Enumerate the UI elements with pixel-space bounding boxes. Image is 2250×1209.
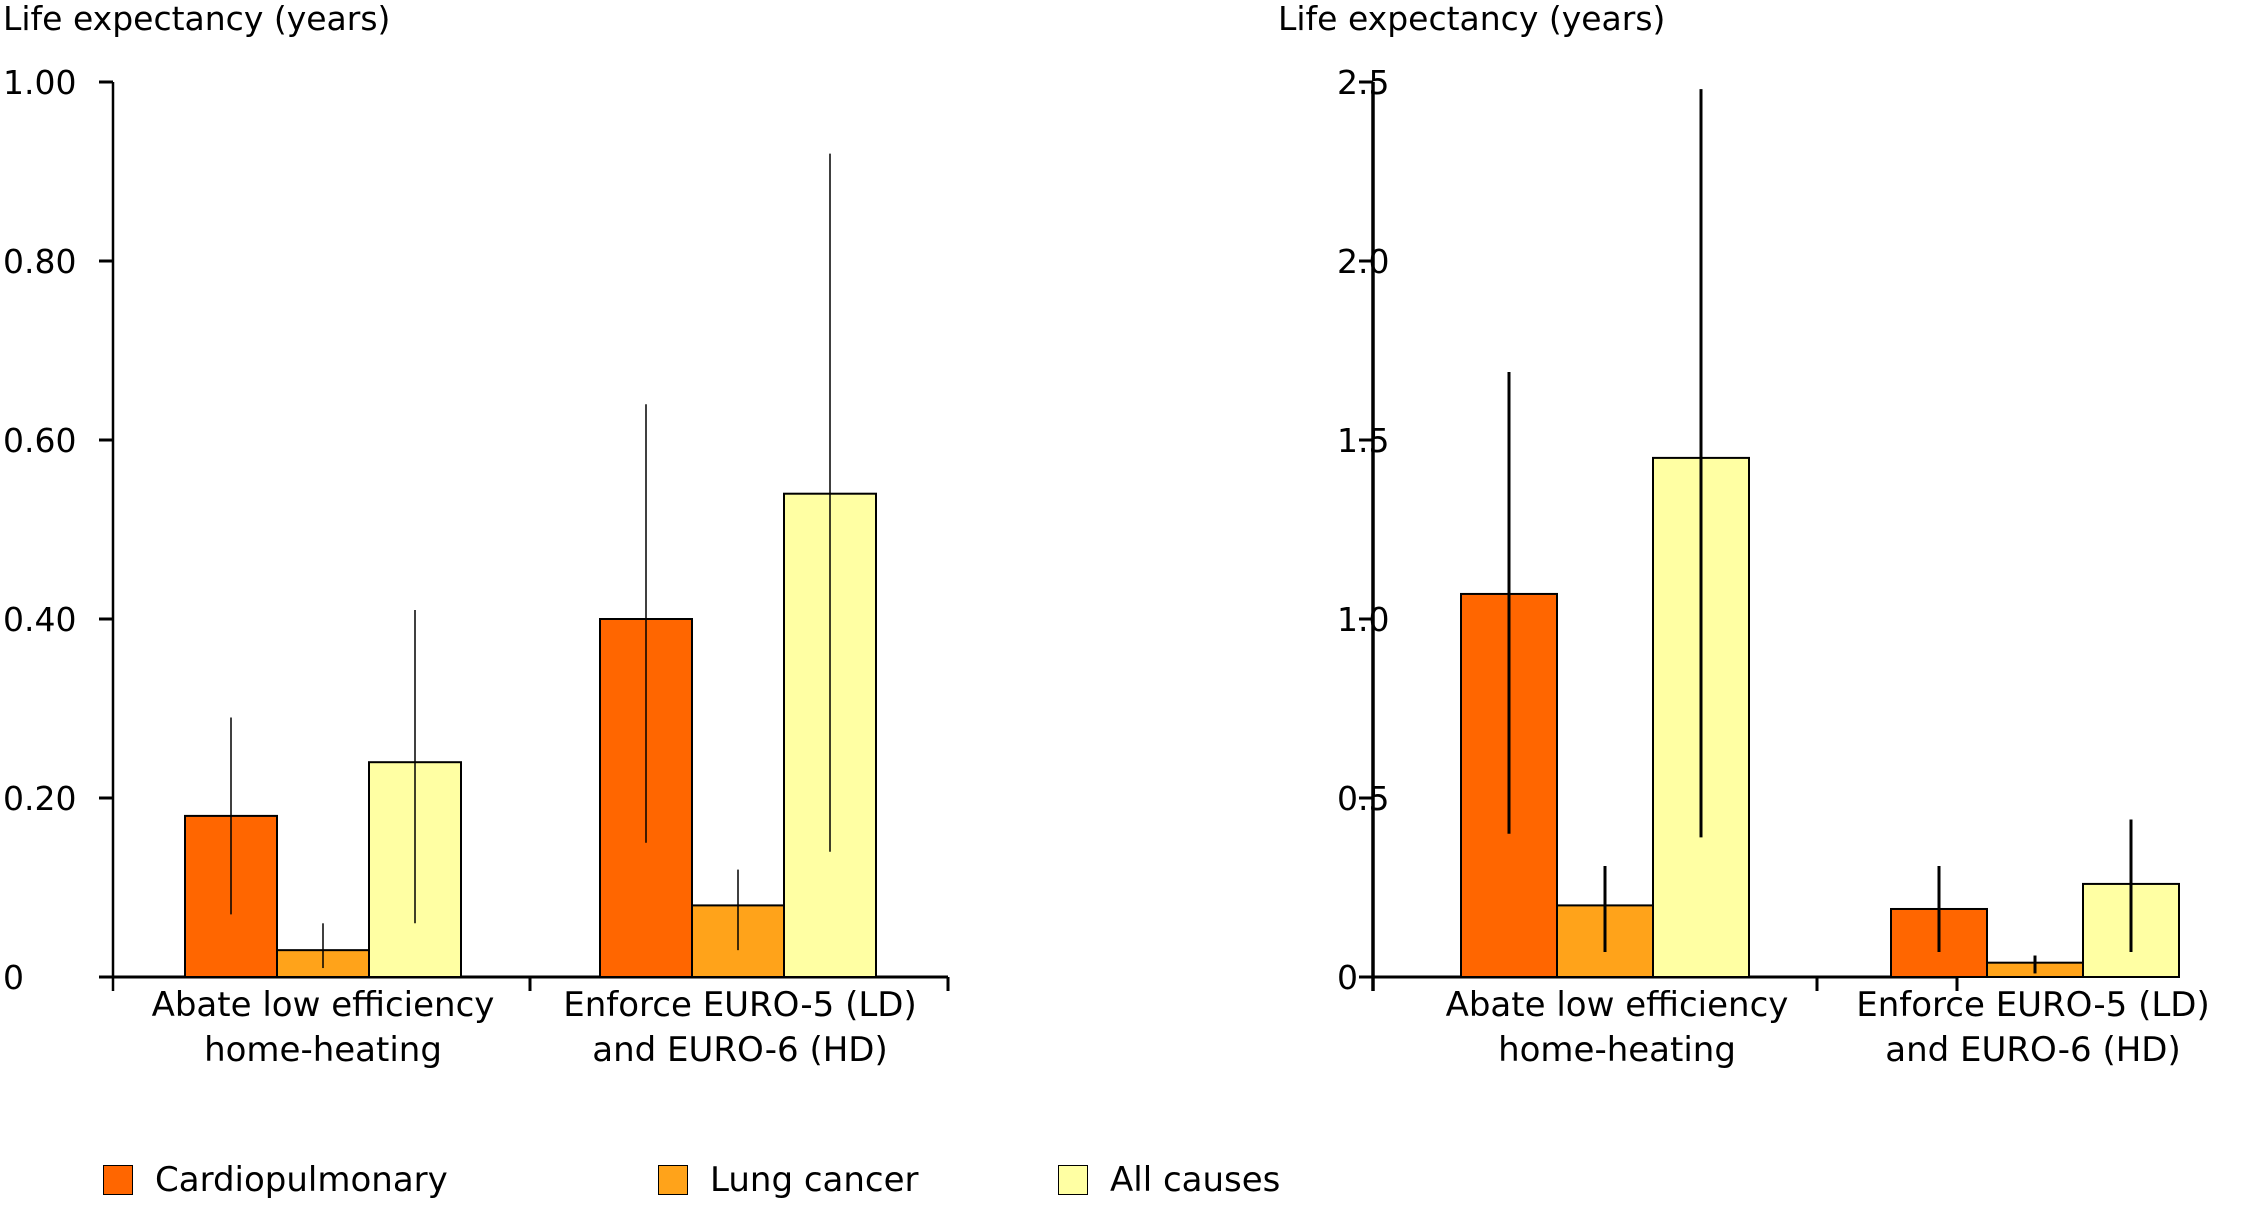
chart-panel-2: Life expectancy (years) 0 0.5 1.0 1.5 2.0 2.5 A…: [1278, 0, 2210, 1070]
y-tick-label: 0.80: [3, 242, 76, 281]
y-tick-label: 1.00: [3, 63, 76, 102]
y-tick-label: 2.0: [1337, 242, 1389, 281]
chart-panel-1: Life expectancy (years) 0 0.20 0.40 0.60 0.80…: [3, 0, 950, 1070]
legend: Cardiopulmonary Lung cancer All causes: [0, 1160, 2250, 1200]
x-category-label: Enforce EURO-5 (LD): [563, 985, 917, 1025]
y-tick-label: 0.40: [3, 600, 76, 639]
legend-label-lung-cancer: Lung cancer: [710, 1160, 919, 1200]
legend-swatch-lung-cancer: [658, 1165, 688, 1195]
y-tick-label: 0.20: [3, 779, 76, 818]
y-tick-label: 2.5: [1337, 63, 1389, 102]
x-category-label: Abate low efficiency: [152, 985, 495, 1025]
x-category-label: home-heating: [204, 1030, 442, 1070]
legend-label-all-causes: All causes: [1110, 1160, 1281, 1200]
legend-label-cardiopulmonary: Cardiopulmonary: [155, 1160, 448, 1200]
y-tick-label: 0: [3, 958, 24, 997]
y-axis-title: Life expectancy (years): [1278, 0, 1665, 38]
y-axis-title: Life expectancy (years): [3, 0, 390, 38]
y-tick-label: 0.5: [1337, 779, 1389, 818]
x-category-label: home-heating: [1498, 1030, 1736, 1070]
legend-swatch-cardiopulmonary: [103, 1165, 133, 1195]
y-tick-label: 1.5: [1337, 421, 1389, 460]
legend-item-cardiopulmonary: Cardiopulmonary: [103, 1160, 448, 1200]
x-category-label: Enforce EURO-5 (LD): [1856, 985, 2210, 1025]
y-tick-label: 0.60: [3, 421, 76, 460]
y-tick-label: 1.0: [1337, 600, 1389, 639]
x-category-label: and EURO-6 (HD): [592, 1030, 887, 1070]
legend-item-lung-cancer: Lung cancer: [658, 1160, 919, 1200]
legend-item-all-causes: All causes: [1058, 1160, 1280, 1200]
x-category-label: and EURO-6 (HD): [1885, 1030, 2180, 1070]
y-tick-label: 0: [1337, 958, 1358, 997]
legend-swatch-all-causes: [1058, 1165, 1088, 1195]
x-category-label: Abate low efficiency: [1446, 985, 1789, 1025]
